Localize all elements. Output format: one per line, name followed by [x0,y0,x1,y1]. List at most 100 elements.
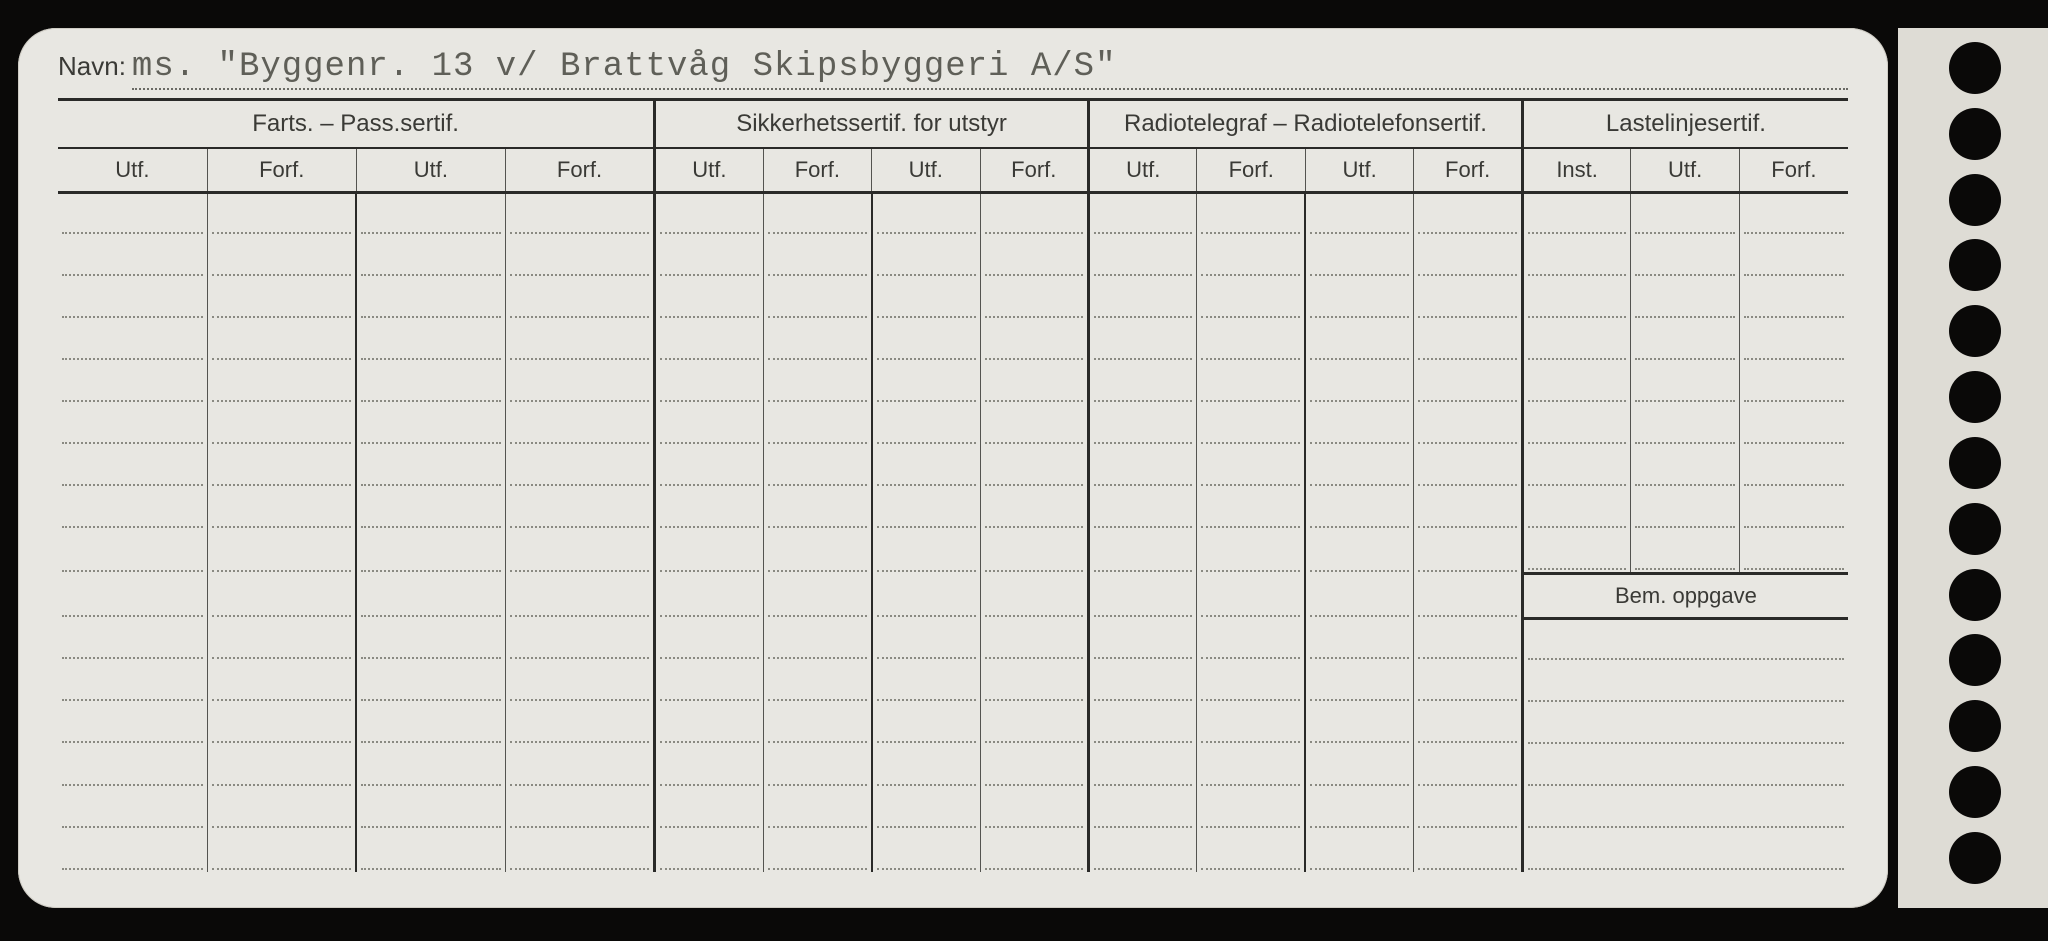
cell [1414,278,1522,320]
sub-header: Utf. [58,148,207,193]
cell [655,488,763,530]
punch-hole [1949,108,2001,160]
cell [872,745,980,787]
cell [207,788,356,830]
cell [1414,362,1522,404]
cell [980,362,1088,404]
sub-header: Utf. [872,148,980,193]
cell [58,446,207,488]
cell [207,830,356,872]
cell [980,236,1088,278]
cell [1197,236,1305,278]
cell [1414,236,1522,278]
cell [58,404,207,446]
cell [1631,236,1739,278]
cell [655,745,763,787]
cell [1739,278,1848,320]
cell [1089,788,1197,830]
cell [58,193,207,237]
name-value: ms. "Byggenr. 13 v/ Brattvåg Skipsbygger… [132,48,1848,90]
cell [1522,320,1630,362]
cell [1522,404,1630,446]
cell [1197,446,1305,488]
cell [505,703,654,745]
cell [1197,362,1305,404]
table-row [58,488,1848,530]
cell [1522,530,1630,574]
cell [980,661,1088,703]
cell [763,446,871,488]
cell [1522,278,1630,320]
sub-header: Forf. [1739,148,1848,193]
cell [1305,745,1413,787]
cell [356,488,505,530]
table-row [58,404,1848,446]
cell [1089,830,1197,872]
cell [1197,320,1305,362]
cell [1305,362,1413,404]
sub-header: Forf. [980,148,1088,193]
cell [655,362,763,404]
punch-hole [1949,239,2001,291]
sub-header: Forf. [1414,148,1522,193]
cell [655,320,763,362]
cell [1089,574,1197,619]
table-sub-header-row: Utf.Forf.Utf.Forf.Utf.Forf.Utf.Forf.Utf.… [58,148,1848,193]
cell [872,488,980,530]
sub-header: Forf. [1197,148,1305,193]
cell [356,404,505,446]
cell [356,830,505,872]
cell [1739,530,1848,574]
cell [58,530,207,574]
bem-row [1524,704,1848,746]
cell [763,404,871,446]
cell [207,661,356,703]
cell [763,530,871,574]
cell [1305,404,1413,446]
cell [872,236,980,278]
cell [872,320,980,362]
cell [1414,745,1522,787]
cell [763,788,871,830]
cell [763,574,871,619]
record-card: Navn: ms. "Byggenr. 13 v/ Brattvåg Skips… [18,28,1888,908]
cell [1414,661,1522,703]
cell [1631,530,1739,574]
cell [207,745,356,787]
cell [1197,404,1305,446]
cell [872,446,980,488]
cell [1414,488,1522,530]
cell [1414,574,1522,619]
table-row [58,278,1848,320]
cell [980,745,1088,787]
cell [1305,619,1413,661]
punch-hole [1949,305,2001,357]
cell [1305,574,1413,619]
cell [1197,574,1305,619]
cell [1089,661,1197,703]
cell [1089,619,1197,661]
sub-header: Inst. [1522,148,1630,193]
sub-header: Forf. [207,148,356,193]
cell [1414,530,1522,574]
cell [356,788,505,830]
cell [58,574,207,619]
table-row [58,236,1848,278]
cell [872,530,980,574]
punch-hole [1949,503,2001,555]
group-header: Farts. – Pass.sertif. [58,101,655,148]
cell [1305,193,1413,237]
cell [1739,320,1848,362]
cell [505,488,654,530]
sub-header: Forf. [505,148,654,193]
cell [356,703,505,745]
cell [356,661,505,703]
cell [655,446,763,488]
cell [1305,278,1413,320]
cell [980,619,1088,661]
cell [763,193,871,237]
cell [655,661,763,703]
cell [1197,703,1305,745]
cell [207,320,356,362]
cell [207,446,356,488]
